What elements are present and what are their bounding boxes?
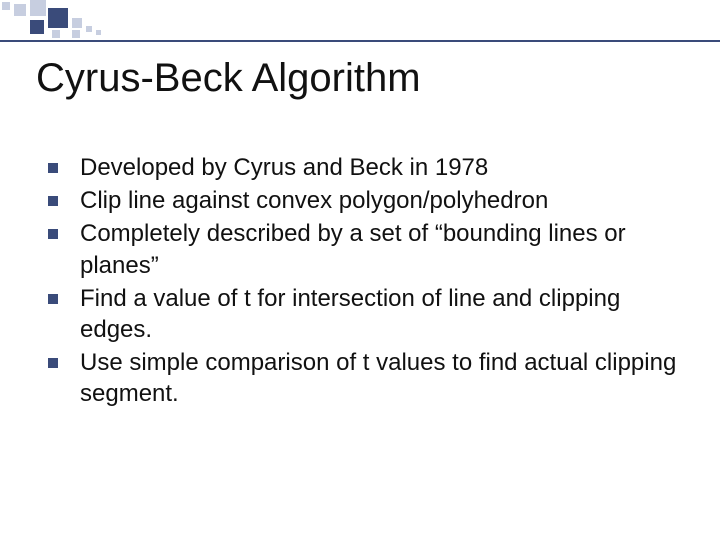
bullet-text: Completely described by a set of “boundi… [80, 218, 684, 280]
deco-square [96, 30, 101, 35]
list-item: Clip line against convex polygon/polyhed… [48, 185, 684, 216]
bullet-square-icon [48, 229, 58, 239]
deco-square [30, 20, 44, 34]
bullet-square-icon [48, 163, 58, 173]
slide-body: Developed by Cyrus and Beck in 1978Clip … [48, 152, 684, 412]
bullet-text: Use simple comparison of t values to fin… [80, 347, 684, 409]
bullet-square-icon [48, 196, 58, 206]
bullet-text: Clip line against convex polygon/polyhed… [80, 185, 684, 216]
list-item: Developed by Cyrus and Beck in 1978 [48, 152, 684, 183]
bullet-text: Developed by Cyrus and Beck in 1978 [80, 152, 684, 183]
deco-square [48, 8, 68, 28]
deco-square [86, 26, 92, 32]
deco-square [2, 2, 10, 10]
list-item: Completely described by a set of “boundi… [48, 218, 684, 280]
deco-square [30, 0, 46, 16]
bullet-square-icon [48, 294, 58, 304]
list-item: Use simple comparison of t values to fin… [48, 347, 684, 409]
deco-square [52, 30, 60, 38]
deco-square [14, 4, 26, 16]
list-item: Find a value of t for intersection of li… [48, 283, 684, 345]
slide-title: Cyrus-Beck Algorithm [36, 56, 421, 101]
deco-square [72, 30, 80, 38]
bullet-text: Find a value of t for intersection of li… [80, 283, 684, 345]
corner-decoration [0, 0, 200, 40]
top-rule [0, 40, 720, 42]
bullet-square-icon [48, 358, 58, 368]
deco-square [72, 18, 82, 28]
slide: Cyrus-Beck Algorithm Developed by Cyrus … [0, 0, 720, 540]
